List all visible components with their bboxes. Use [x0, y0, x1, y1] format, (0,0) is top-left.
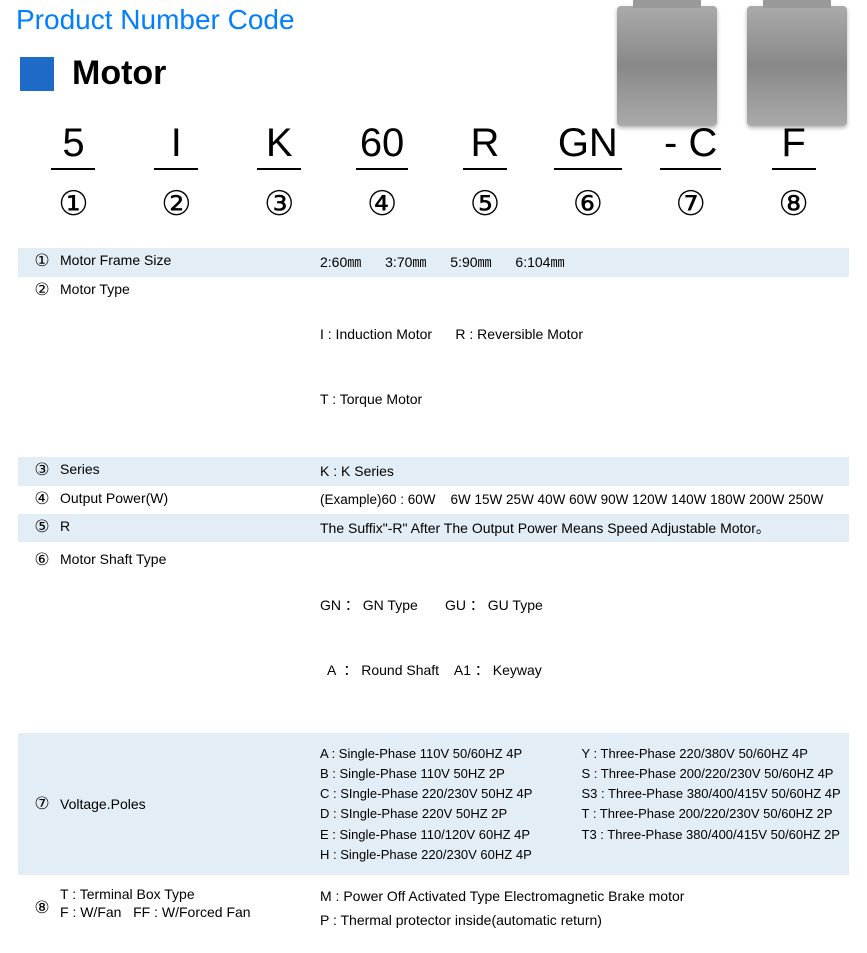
code-column: - C ⑦: [655, 121, 727, 224]
code-index: ⑧: [778, 184, 808, 224]
voltage-opt: E : Single-Phase 110/120V 60HZ 4P: [320, 825, 582, 845]
row-index: ⑦: [24, 794, 60, 814]
opt-label: F : W/Fan FF : W/Forced Fan: [60, 904, 320, 920]
code-index: ③: [264, 184, 294, 224]
code-index: ⑥: [573, 184, 603, 224]
row-label: Output Power(W): [60, 489, 320, 506]
row-index: ⑧: [24, 898, 60, 918]
code-column: 5①: [37, 121, 109, 224]
code-column: F⑧: [758, 121, 830, 224]
code-char: - C: [660, 121, 721, 170]
opt-line: P : Thermal protector inside(automatic r…: [320, 910, 843, 932]
row-frame-size: ① Motor Frame Size 2:60㎜ 3:70㎜ 5:90㎜ 6:1…: [18, 248, 849, 277]
code-column: GN ⑥: [552, 121, 624, 224]
code-index: ④: [367, 184, 397, 224]
section-header: Motor: [0, 54, 867, 93]
code-column: 60 ④: [346, 121, 418, 224]
frame-opt: 3:70㎜: [385, 252, 426, 274]
row-index: ⑤: [24, 517, 60, 537]
row-index: ③: [24, 460, 60, 480]
code-column: I②: [140, 121, 212, 224]
code-index: ①: [58, 184, 88, 224]
row-desc: GN ： GN Type GU ： GU Type A ： Round Shaf…: [320, 550, 843, 725]
row-desc: A : Single-Phase 110V 50/60HZ 4PB : Sing…: [320, 743, 843, 865]
code-char: 60: [356, 121, 409, 170]
row-desc: 2:60㎜ 3:70㎜ 5:90㎜ 6:104㎜: [320, 251, 843, 274]
opt-line: M : Power Off Activated Type Electromagn…: [320, 886, 843, 908]
row-label: Series: [60, 460, 320, 477]
code-index: ⑤: [470, 184, 500, 224]
row-r-suffix: ⑤ R The Suffix"-R" After The Output Powe…: [18, 514, 849, 543]
product-images: [617, 6, 847, 126]
voltage-opt: T3 : Three-Phase 380/400/415V 50/60HZ 2P: [582, 825, 844, 845]
code-char: R: [463, 121, 507, 170]
row-options: ⑧ T : Terminal Box Type F : W/Fan FF : W…: [18, 875, 849, 939]
row-label: Motor Frame Size: [60, 251, 320, 268]
frame-opt: 2:60㎜: [320, 252, 361, 274]
legend-table: ① Motor Frame Size 2:60㎜ 3:70㎜ 5:90㎜ 6:1…: [18, 248, 849, 939]
row-index: ⑥: [24, 550, 60, 570]
voltage-opt: T : Three-Phase 200/220/230V 50/60HZ 2P: [582, 804, 844, 824]
code-column: R⑤: [449, 121, 521, 224]
code-char: GN: [554, 121, 622, 170]
row-label: R: [60, 517, 320, 534]
frame-opt: 5:90㎜: [450, 252, 491, 274]
row-output-power: ④ Output Power(W) (Example)60 : 60W 6W 1…: [18, 486, 849, 514]
code-char: F: [772, 121, 816, 170]
voltage-opt: A : Single-Phase 110V 50/60HZ 4P: [320, 744, 582, 764]
voltage-opt: S : Three-Phase 200/220/230V 50/60HZ 4P: [582, 764, 844, 784]
opt-label: T : Terminal Box Type: [60, 886, 320, 902]
row-label: Motor Type: [60, 280, 320, 297]
row-label: T : Terminal Box Type F : W/Fan FF : W/F…: [60, 885, 320, 920]
code-index: ⑦: [675, 184, 705, 224]
row-voltage-poles: ⑦ Voltage.Poles A : Single-Phase 110V 50…: [18, 733, 849, 875]
opt-line: GN ： GN Type GU ： GU Type: [320, 595, 843, 617]
voltage-opt: B : Single-Phase 110V 50HZ 2P: [320, 764, 582, 784]
row-index: ②: [24, 280, 60, 300]
voltage-opt: S3 : Three-Phase 380/400/415V 50/60HZ 4P: [582, 784, 844, 804]
row-desc: K : K Series: [320, 460, 843, 483]
section-title: Motor: [72, 54, 166, 93]
code-char: 5: [51, 121, 95, 170]
code-column: K③: [243, 121, 315, 224]
row-series: ③ Series K : K Series: [18, 457, 849, 486]
row-desc: (Example)60 : 60W 6W 15W 25W 40W 60W 90W…: [320, 489, 843, 511]
voltage-opt: D : SIngle-Phase 220V 50HZ 2P: [320, 804, 582, 824]
row-desc: M : Power Off Activated Type Electromagn…: [320, 885, 843, 931]
row-index: ④: [24, 489, 60, 509]
voltage-right-col: Y : Three-Phase 220/380V 50/60HZ 4PS : T…: [582, 744, 844, 865]
code-index: ②: [161, 184, 191, 224]
opt-line: T : Torque Motor: [320, 389, 843, 411]
code-char: K: [257, 121, 301, 170]
voltage-opt: C : SIngle-Phase 220/230V 50HZ 4P: [320, 784, 582, 804]
row-desc: The Suffix"-R" After The Output Power Me…: [320, 517, 843, 540]
row-label: Motor Shaft Type: [60, 550, 320, 567]
row-desc: I : Induction Motor R : Reversible Motor…: [320, 280, 843, 455]
voltage-opt: [582, 845, 844, 865]
code-char: I: [154, 121, 198, 170]
voltage-left-col: A : Single-Phase 110V 50/60HZ 4PB : Sing…: [320, 744, 582, 865]
voltage-opt: Y : Three-Phase 220/380V 50/60HZ 4P: [582, 744, 844, 764]
row-label: Voltage.Poles: [60, 795, 320, 812]
motor-image-2: [747, 6, 847, 126]
row-index: ①: [24, 251, 60, 271]
frame-opt: 6:104㎜: [515, 252, 564, 274]
row-motor-type: ② Motor Type I : Induction Motor R : Rev…: [18, 277, 849, 458]
row-shaft-type: ⑥ Motor Shaft Type GN ： GN Type GU ： GU …: [18, 542, 849, 733]
voltage-opt: H : Single-Phase 220/230V 60HZ 4P: [320, 845, 582, 865]
square-icon: [20, 57, 54, 91]
motor-image-1: [617, 6, 717, 126]
opt-line: I : Induction Motor R : Reversible Motor: [320, 324, 843, 346]
opt-line: A ： Round Shaft A1 ： Keyway: [320, 660, 843, 682]
